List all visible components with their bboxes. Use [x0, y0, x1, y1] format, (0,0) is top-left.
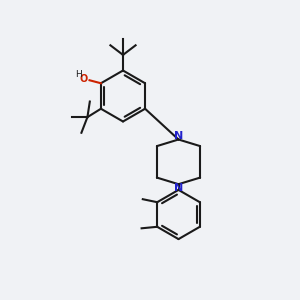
Text: N: N [174, 183, 183, 193]
Text: O: O [80, 74, 88, 84]
Text: N: N [174, 130, 183, 141]
Text: H: H [75, 70, 82, 80]
